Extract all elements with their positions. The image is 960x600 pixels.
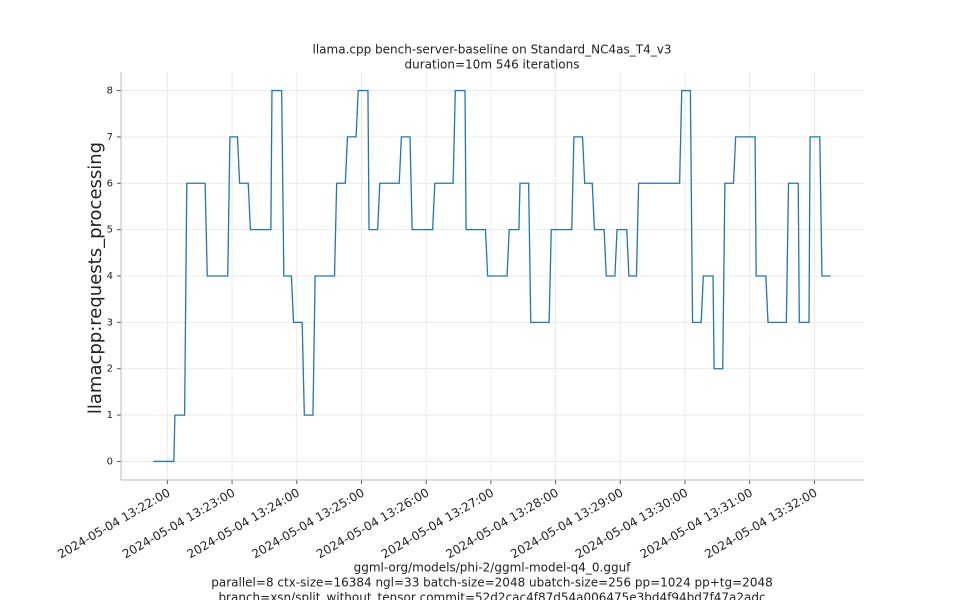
y-tick-label: 6	[107, 178, 113, 189]
y-axis-label: llamacpp:requests_processing	[85, 142, 106, 414]
y-tick-label: 7	[107, 132, 113, 143]
y-tick-label: 3	[107, 317, 113, 328]
x-tick-label: 2024-05-04 13:22:00	[55, 486, 172, 562]
x-tick-label: 2024-05-04 13:30:00	[573, 486, 690, 562]
y-tick-label: 5	[107, 225, 113, 236]
chart-subtitle: duration=10m 546 iterations	[405, 58, 580, 72]
x-tick-label: 2024-05-04 13:32:00	[702, 486, 819, 562]
chart-title: llama.cpp bench-server-baseline on Stand…	[313, 43, 672, 57]
y-tick-label: 1	[107, 410, 113, 421]
x-tick-label: 2024-05-04 13:23:00	[120, 486, 237, 562]
x-tick-label: 2024-05-04 13:25:00	[249, 486, 366, 562]
y-tick-label: 2	[107, 364, 113, 375]
data-line	[153, 89, 831, 463]
x-axis-label: ggml-org/models/phi-2/ggml-model-q4_0.gg…	[354, 561, 632, 575]
x-tick-label: 2024-05-04 13:31:00	[638, 486, 755, 562]
y-tick-label: 4	[107, 271, 113, 282]
y-tick-label: 0	[107, 456, 113, 467]
x-tick-label: 2024-05-04 13:24:00	[185, 486, 302, 562]
y-tick-label: 8	[107, 86, 113, 97]
x-axis-label: branch=xsn/split_without_tensor commit=5…	[218, 591, 765, 600]
x-axis-label: parallel=8 ctx-size=16384 ngl=33 batch-s…	[211, 576, 772, 590]
x-tick-label: 2024-05-04 13:29:00	[508, 486, 625, 562]
x-tick-label: 2024-05-04 13:28:00	[443, 486, 560, 562]
x-tick-label: 2024-05-04 13:26:00	[314, 486, 431, 562]
x-tick-label: 2024-05-04 13:27:00	[379, 486, 496, 562]
